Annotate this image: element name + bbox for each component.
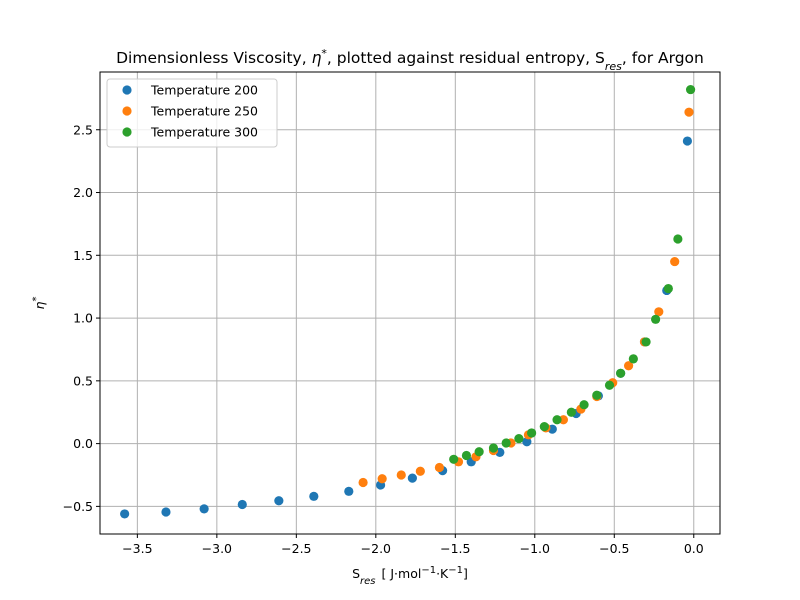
data-points — [120, 84, 696, 519]
data-point — [628, 354, 638, 364]
data-point — [684, 107, 694, 117]
y-label-superscript: * — [31, 297, 42, 302]
legend-marker — [122, 106, 132, 116]
y-axis-label: η* — [31, 297, 48, 310]
data-point — [663, 283, 673, 294]
x-label-units-middle: ·K — [436, 566, 449, 581]
data-point — [641, 337, 651, 347]
axis-ticks: −3.5 −3.0 −2.5 −2.0 −1.5 −1.0 −0.5 0.0 −0.5 0.0 0.… — [63, 122, 704, 556]
x-axis-label: Sres[ J·mol−1·K−1] — [352, 565, 468, 587]
x-tick-label: −2.5 — [281, 541, 311, 556]
legend-label: Temperature 300 — [150, 125, 258, 140]
y-label-base: η — [32, 301, 47, 309]
data-point — [377, 474, 387, 484]
legend-box — [106, 78, 278, 148]
title-part-tail: , for Argon — [622, 49, 704, 67]
legend-label: Temperature 250 — [150, 104, 258, 119]
y-tick-label: 2.0 — [73, 185, 93, 200]
y-tick-label: −0.5 — [63, 499, 93, 514]
data-point — [514, 433, 524, 444]
data-point — [552, 415, 562, 425]
data-point — [685, 84, 696, 95]
legend-label: Temperature 200 — [150, 83, 258, 98]
data-point — [358, 477, 368, 488]
y-tick-label: 0.0 — [73, 436, 93, 451]
x-label-exponent-1: −1 — [421, 565, 436, 576]
data-point — [654, 307, 664, 317]
data-point — [670, 256, 680, 267]
legend-marker — [122, 127, 132, 137]
data-point — [579, 400, 589, 410]
data-point — [344, 486, 354, 496]
x-label-units-end: ] — [463, 566, 468, 581]
title-eta-superscript: * — [321, 47, 327, 60]
data-point — [623, 361, 634, 371]
data-point — [539, 422, 549, 432]
data-point — [488, 443, 499, 453]
x-tick-label: −1.0 — [520, 541, 550, 556]
plot-frame — [99, 71, 721, 535]
data-point — [604, 380, 615, 390]
title-part-main: Dimensionless Viscosity, — [116, 49, 311, 67]
x-tick-label: −1.5 — [440, 541, 470, 556]
y-tick-label: 1.0 — [73, 311, 93, 326]
series-temperature-3 — [449, 84, 696, 464]
title-eta-symbol: η — [312, 49, 322, 67]
data-point — [396, 470, 406, 480]
data-point — [566, 407, 576, 417]
data-point — [434, 462, 445, 473]
x-tick-label: −0.5 — [599, 541, 629, 556]
data-point — [199, 504, 209, 514]
x-tick-label: −3.0 — [202, 541, 232, 556]
data-point — [309, 491, 319, 501]
data-point — [651, 314, 661, 324]
data-point — [558, 415, 569, 425]
x-tick-label: 0.0 — [684, 541, 704, 556]
data-point — [527, 428, 537, 438]
data-point — [120, 509, 130, 519]
x-label-base: S — [352, 566, 360, 581]
data-point — [415, 466, 425, 476]
data-point — [682, 136, 693, 146]
data-point — [592, 390, 602, 400]
y-tick-label: 2.5 — [73, 122, 93, 137]
data-point — [161, 507, 171, 517]
data-point — [673, 234, 683, 244]
data-point — [274, 496, 284, 506]
data-point — [522, 437, 532, 447]
data-point — [237, 499, 247, 510]
title-part-middle: , plotted against residual entropy, S — [327, 49, 605, 67]
data-point — [474, 447, 484, 457]
x-label-subscript: res — [360, 576, 375, 587]
y-tick-label: 0.5 — [73, 373, 93, 388]
x-tick-label: −3.5 — [122, 541, 152, 556]
data-point — [501, 438, 511, 448]
data-point — [461, 450, 472, 461]
x-tick-label: −2.0 — [361, 541, 391, 556]
x-label-units-start: [ J·mol — [382, 566, 422, 581]
legend: Temperature 200 Temperature 250 Temperatur… — [106, 78, 278, 148]
title-res-subscript: res — [605, 60, 622, 73]
legend-marker — [122, 85, 132, 95]
data-point — [407, 473, 417, 483]
chart-title: Dimensionless Viscosity, η*, plotted aga… — [116, 47, 704, 73]
legend-entries: Temperature 200 Temperature 250 Temperatur… — [122, 83, 258, 140]
data-point — [449, 454, 459, 464]
y-tick-label: 1.5 — [73, 248, 93, 263]
data-point — [616, 368, 626, 378]
x-label-exponent-2: −1 — [448, 565, 463, 576]
